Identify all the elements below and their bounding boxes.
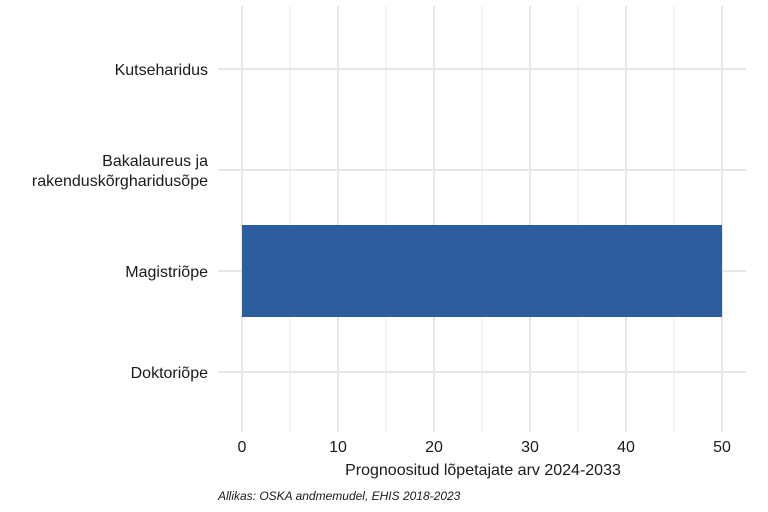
x-tick-label: 50 [713,439,731,456]
category-labels: Kutseharidus Bakalaureus ja rakenduskõrgha… [32,62,208,382]
category-label: Bakalaureus ja rakenduskõrgharidusõpe [32,153,208,190]
x-tick-label: 40 [617,439,635,456]
source-caption: Allikas: OSKA andmemudel, EHIS 2018-2023 [217,489,461,503]
bar [242,225,722,317]
category-label: Kutseharidus [115,62,208,79]
bars [242,225,722,317]
x-tick-label: 20 [425,439,443,456]
category-label: Magistriõpe [125,264,208,281]
x-tick-label: 0 [238,439,247,456]
x-axis-title: Prognoositud lõpetajate arv 2024-2033 [345,462,621,479]
x-tick-labels: 0 10 20 30 40 50 [238,439,731,456]
x-tick-label: 10 [329,439,347,456]
category-label: Doktoriõpe [131,365,208,382]
grid [218,6,746,432]
x-tick-label: 30 [521,439,539,456]
